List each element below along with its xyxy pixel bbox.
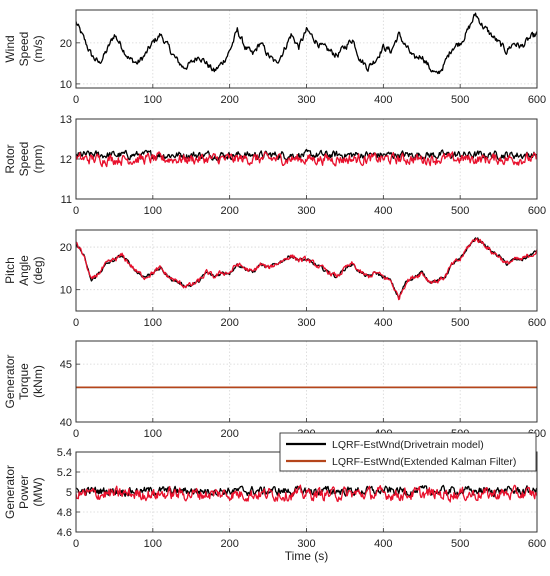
panel-1-ylabel-line-2: Speed [17,32,31,67]
panel-2-series-2-line [76,151,537,168]
panel-1-series-1-line [76,12,537,75]
panel-3-ylabel-line-1: Pitch [3,257,17,284]
panel-5-ylabel-line-1: Generator [3,465,17,519]
panel-4-ytick-label-45: 45 [60,359,72,371]
panel-2-ylabel-line-2: Speed [17,142,31,177]
panel-4-ylabel-line-3: (kNm) [31,365,45,398]
panel-5-xtick-label-600: 600 [528,538,546,550]
panel-2-ytick-label-11: 11 [61,194,72,206]
panel-2-xtick-label-500: 500 [451,205,469,217]
panel-4-plot-area [76,341,537,422]
panel-1-xtick-label-600: 600 [528,94,546,106]
panel-5-ytick-label-5: 5 [66,487,72,499]
panel-4-xtick-label-0: 0 [73,428,79,440]
panel-5-xtick-label-300: 300 [297,538,315,550]
panel-5-ytick-label-4.6: 4.6 [57,527,72,539]
panel-5-xtick-label-100: 100 [144,538,162,550]
panel-2-ytick-label-13: 13 [60,114,72,126]
panel-3-plot-area [76,230,537,311]
panel-5-series-2-line [76,484,537,503]
panel-1-xtick-label-400: 400 [374,94,392,106]
panel-3-ytick-label-10: 10 [60,285,72,297]
panel-3-xtick-label-0: 0 [73,317,79,329]
panel-1-axes-frame [75,9,538,89]
panel-4-ytick-label-40: 40 [60,417,72,429]
panel-1-ytick-label-20: 20 [60,38,72,50]
panel-3-ylabel-line-3: (deg) [31,256,45,284]
panel-4-xtick-label-200: 200 [220,428,238,440]
panel-5-ytick-label-5.4: 5.4 [57,447,72,459]
panel-3-xtick-label-400: 400 [374,317,392,329]
panel-5-ylabel-line-2: Power [17,475,31,509]
legend-label-1: LQRF-EstWnd(Drivetrain model) [332,439,484,451]
panel-2-xtick-label-300: 300 [297,205,315,217]
panel-4-axes-frame [75,340,538,423]
panel-5-ytick-label-5.2: 5.2 [57,467,72,479]
panel-3-xtick-label-100: 100 [144,317,162,329]
panel-1-ylabel-line-3: (m/s) [31,35,45,62]
panel-2-xtick-label-400: 400 [374,205,392,217]
panel-3-ylabel-line-2: Angle [17,255,31,286]
x-axis-label: Time (s) [285,549,329,563]
panel-5-ylabel-line-3: (MW) [31,477,45,506]
panel-1-xtick-label-0: 0 [73,94,79,106]
panel-2-ylabel-line-3: (rpm) [31,145,45,174]
legend-label-2: LQRF-EstWnd(Extended Kalman Filter) [332,456,516,468]
panel-3-xtick-label-200: 200 [220,317,238,329]
panel-3-axes-frame [75,229,538,312]
panel-1-xtick-label-500: 500 [451,94,469,106]
panel-5-ytick-label-4.8: 4.8 [57,507,72,519]
panel-4-ylabel-line-1: Generator [3,354,17,408]
panel-1-xtick-label-100: 100 [144,94,162,106]
panel-5-xtick-label-400: 400 [374,538,392,550]
panel-2-xtick-label-200: 200 [220,205,238,217]
legend-box [279,432,537,472]
panel-3-series-2-line [76,237,537,301]
panel-3-xtick-label-300: 300 [297,317,315,329]
panel-3-xtick-label-600: 600 [528,317,546,329]
panel-2-xtick-label-600: 600 [528,205,546,217]
panel-2-axes-frame [75,118,538,200]
panel-3-ytick-label-20: 20 [60,242,72,254]
panel-1-ytick-label-10: 10 [60,79,72,91]
panel-5-xtick-label-500: 500 [451,538,469,550]
panel-5-xtick-label-200: 200 [220,538,238,550]
panel-2-ylabel-line-1: Rotor [3,144,17,173]
panel-3-xtick-label-500: 500 [451,317,469,329]
panel-2-ytick-label-12: 12 [60,154,72,166]
panel-1-ylabel-line-1: Wind [3,35,17,62]
panel-4-xtick-label-100: 100 [144,428,162,440]
panel-2-xtick-label-0: 0 [73,205,79,217]
panel-2-xtick-label-100: 100 [144,205,162,217]
panel-5-xtick-label-0: 0 [73,538,79,550]
panel-4-ylabel-line-2: Torque [17,363,31,400]
panel-1-xtick-label-300: 300 [297,94,315,106]
panel-1-xtick-label-200: 200 [220,94,238,106]
